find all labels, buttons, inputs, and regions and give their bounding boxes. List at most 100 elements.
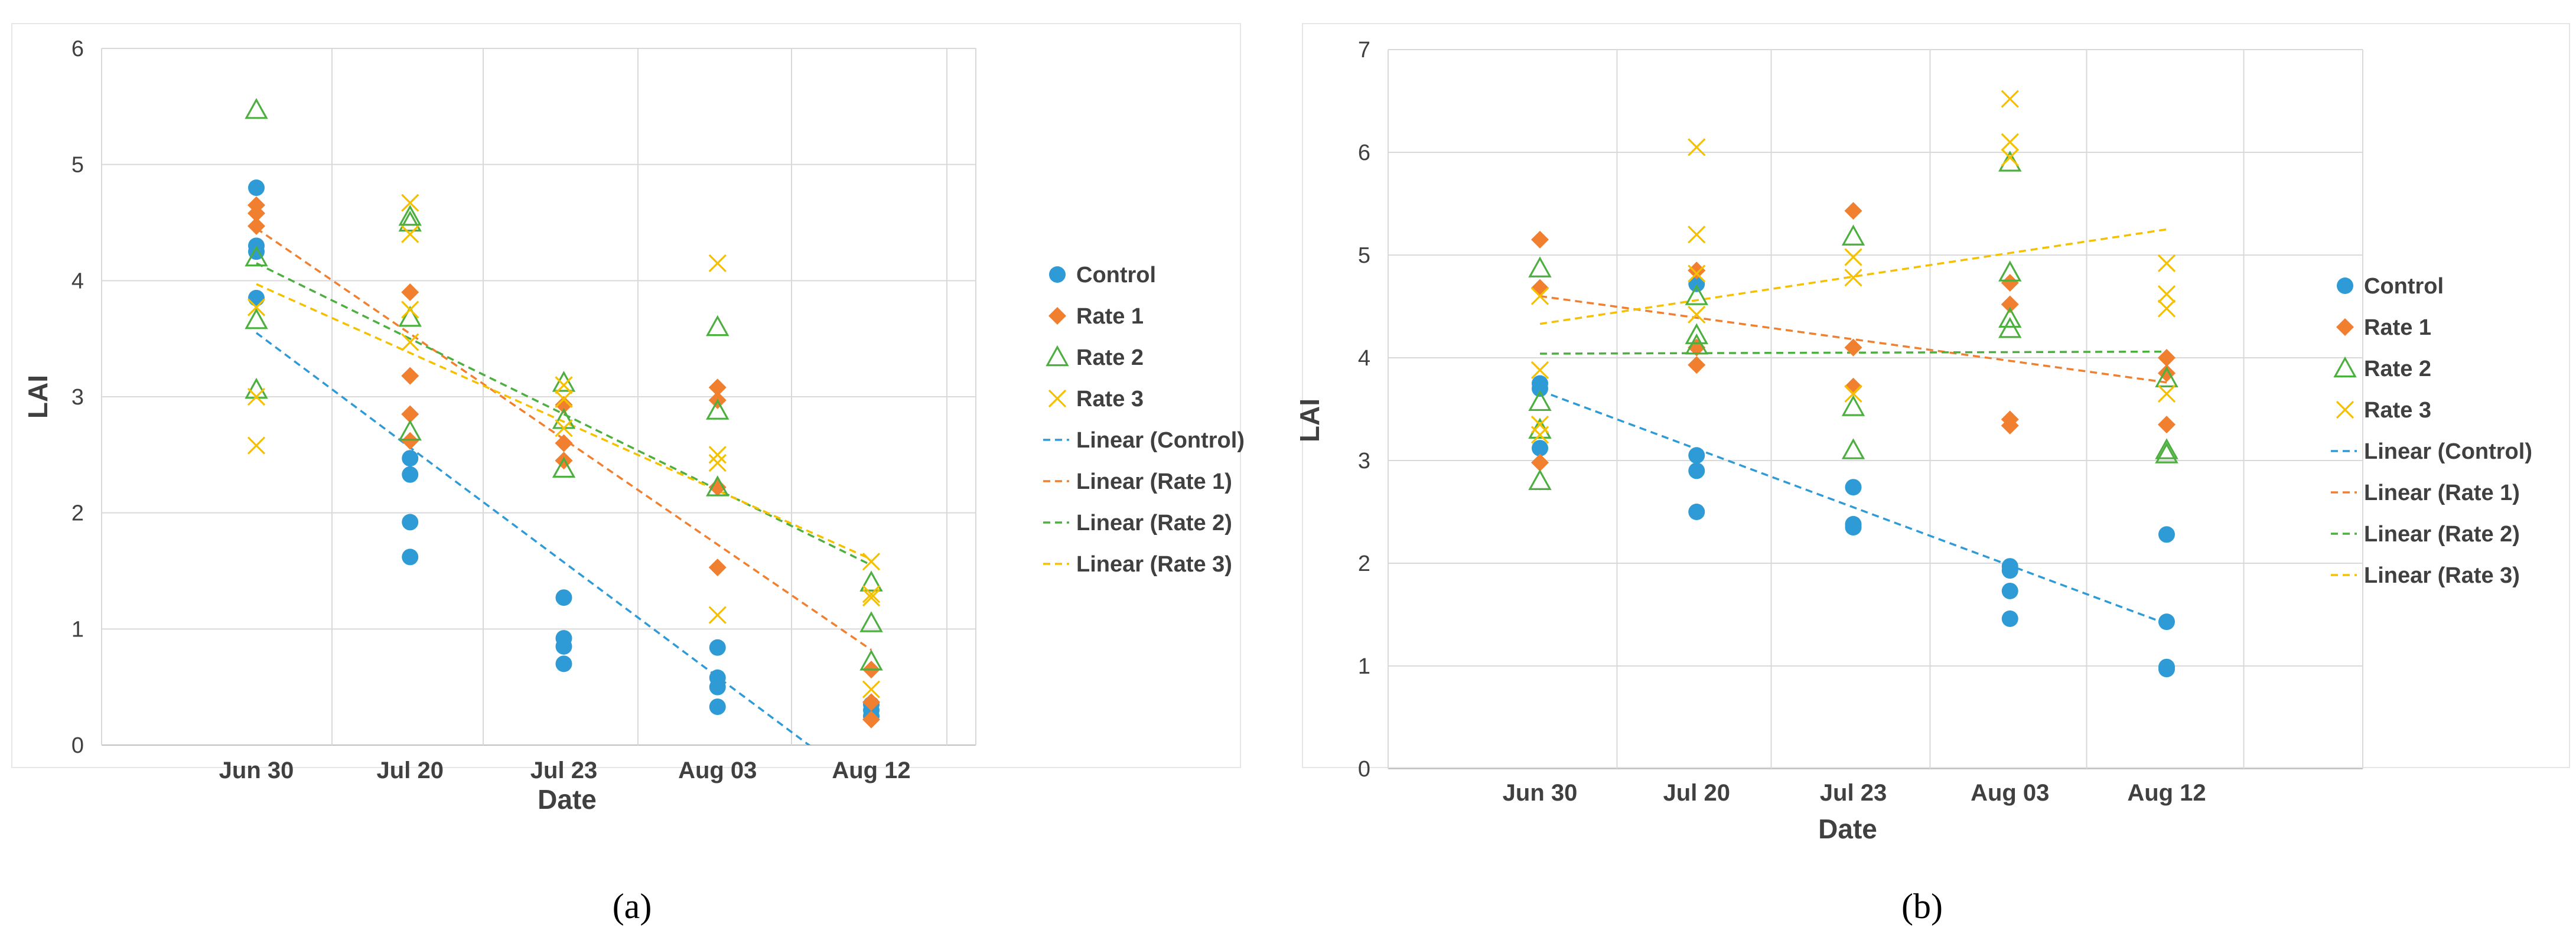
data-point <box>401 333 419 351</box>
legend-label: Control <box>2364 274 2444 299</box>
data-point <box>862 693 880 711</box>
data-point <box>402 466 419 483</box>
data-point <box>2001 416 2019 435</box>
legend: Control Rate 1 Rate 2 Rate 3 Linear (Control… <box>1043 263 1245 577</box>
data-point <box>401 225 419 243</box>
data-point <box>2001 295 2019 314</box>
trendline <box>255 332 811 745</box>
data-point <box>555 419 573 437</box>
data-point <box>709 698 726 716</box>
data-point <box>862 589 881 607</box>
data-point <box>2157 285 2176 303</box>
data-point <box>1688 305 1706 324</box>
data-point <box>1688 264 1706 283</box>
data-point <box>1841 395 1865 416</box>
x-tick-label: Aug 12 <box>832 757 910 783</box>
data-point <box>1532 380 1548 397</box>
y-tick-label: 2 <box>71 501 84 526</box>
series-rate-3 <box>1530 90 2176 444</box>
data-point <box>706 475 730 497</box>
legend-label: Linear (Control) <box>2364 439 2532 464</box>
y-tick-label: 1 <box>71 617 84 642</box>
data-point <box>1998 260 2022 282</box>
legend-label: Linear (Rate 1) <box>1076 469 1232 494</box>
data-point <box>708 378 727 397</box>
data-point <box>709 678 726 695</box>
y-tick-label: 6 <box>71 37 84 61</box>
legend-label: Linear (Rate 2) <box>2364 522 2520 547</box>
data-point <box>2001 562 2018 579</box>
y-tick-label: 3 <box>1358 449 1370 473</box>
x-tick-label: Jul 20 <box>377 757 444 783</box>
y-tick-label: 7 <box>1358 38 1370 63</box>
legend-label: Rate 1 <box>2364 315 2431 340</box>
legend-label: Rate 1 <box>1076 304 1144 329</box>
data-point <box>2001 582 2018 599</box>
chart-panel-b: 0 1 2 3 4 5 6 7 Jun 30 Jul 20 Jul 23 Aug 03 Aug 12 Da… <box>1294 23 2570 926</box>
data-point <box>1688 504 1705 520</box>
data-point <box>708 478 727 497</box>
data-point <box>2155 438 2178 459</box>
panel-caption: (b) <box>1901 887 1943 926</box>
data-point <box>1688 262 1706 280</box>
data-point <box>1688 356 1706 374</box>
data-point <box>1688 447 1705 464</box>
data-point <box>1845 519 1862 536</box>
x-tick-label: Jul 23 <box>530 757 597 783</box>
legend-marker <box>2336 318 2354 336</box>
y-tick-label: 4 <box>71 269 84 293</box>
data-point <box>2158 416 2176 434</box>
legend-marker <box>1048 307 1066 325</box>
data-point <box>245 245 268 267</box>
data-point <box>398 305 422 327</box>
x-tick-label: Aug 03 <box>678 757 757 783</box>
data-point <box>2155 366 2178 388</box>
data-point <box>247 204 265 223</box>
data-point <box>862 680 881 698</box>
data-point <box>1532 440 1548 457</box>
data-point <box>859 570 883 592</box>
series-rate-1 <box>247 196 880 729</box>
trendlines <box>1539 228 2167 625</box>
data-point <box>402 450 419 467</box>
trendline <box>256 283 872 560</box>
x-tick-label: Jun 30 <box>219 757 294 783</box>
legend-marker <box>1046 345 1069 367</box>
x-tick-label: Jul 20 <box>1663 780 1730 806</box>
data-point <box>2001 148 2019 166</box>
data-point <box>401 301 419 319</box>
data-point <box>398 419 422 441</box>
data-point <box>247 387 266 406</box>
legend-label: Linear (Control) <box>1076 428 1245 453</box>
data-point <box>1530 361 1549 380</box>
data-point <box>555 655 572 672</box>
data-point <box>398 210 422 232</box>
y-tick-label: 0 <box>71 733 84 758</box>
x-tick-label: Aug 12 <box>2127 780 2206 806</box>
data-point <box>1688 226 1706 244</box>
data-point <box>708 254 727 272</box>
data-point <box>1845 479 1862 496</box>
y-tick-label: 5 <box>1358 243 1370 268</box>
data-point <box>247 217 265 235</box>
data-point <box>1685 284 1708 305</box>
data-point <box>2001 133 2019 151</box>
data-point <box>248 179 265 196</box>
data-point <box>401 283 419 301</box>
legend-marker <box>2336 400 2354 419</box>
data-point <box>555 396 573 414</box>
data-point <box>1685 333 1708 355</box>
legend-label: Control <box>1076 263 1156 288</box>
series-control <box>1532 275 2175 678</box>
data-point <box>401 194 419 212</box>
legend-label: Linear (Rate 1) <box>2364 481 2520 505</box>
legend-label: Rate 3 <box>1076 387 1144 412</box>
data-point <box>708 453 727 472</box>
data-point <box>555 589 572 606</box>
data-point <box>552 456 576 478</box>
data-point <box>1528 256 1552 277</box>
y-axis-label: LAI <box>22 375 53 419</box>
data-point <box>398 204 422 226</box>
legend-label: Rate 2 <box>1076 345 1144 370</box>
